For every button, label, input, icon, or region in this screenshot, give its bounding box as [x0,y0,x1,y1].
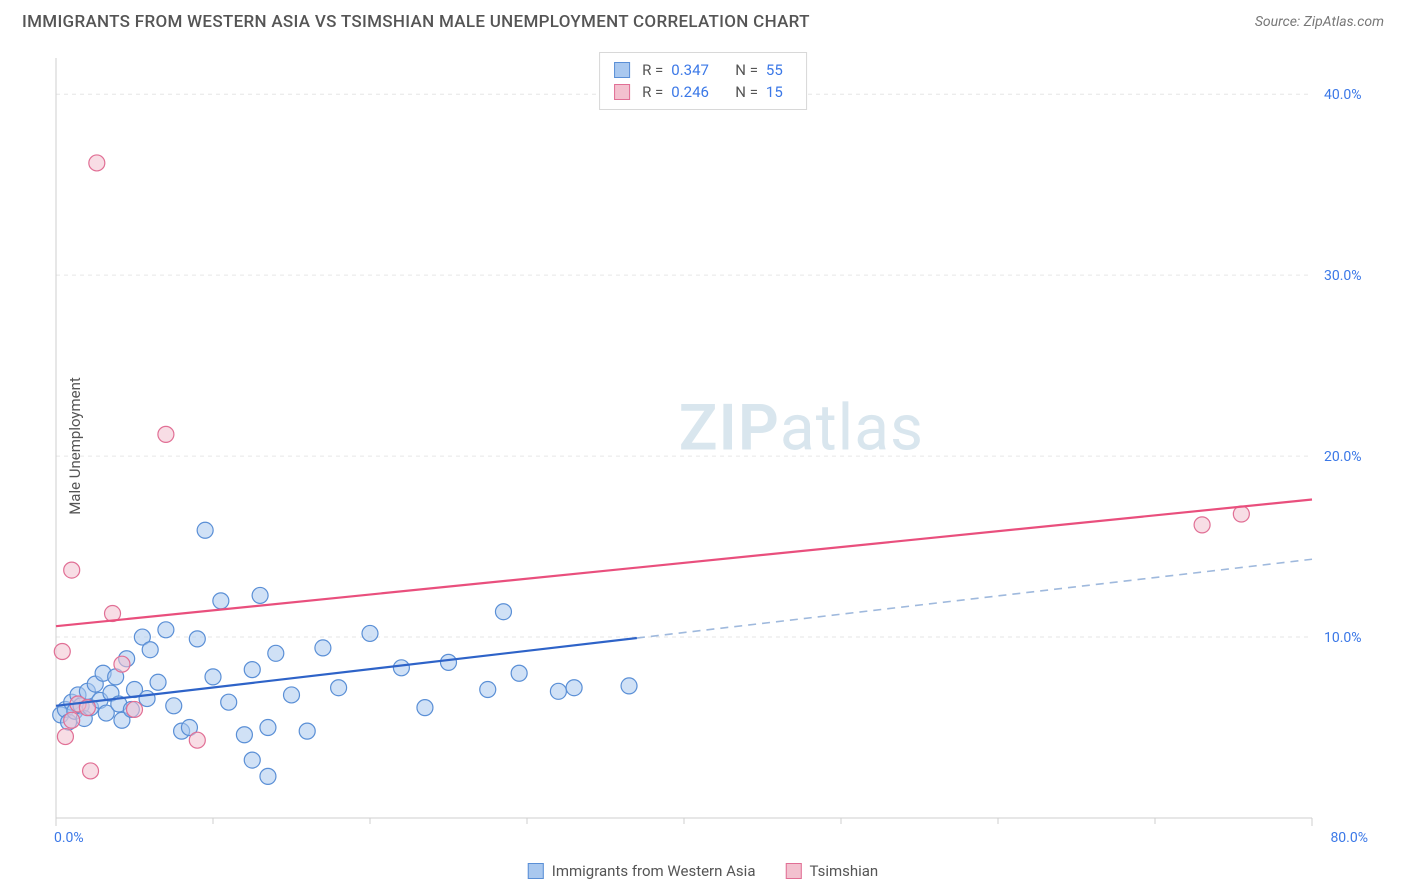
svg-text:30.0%: 30.0% [1324,268,1362,284]
r-label: R = [642,61,663,79]
svg-text:40.0%: 40.0% [1324,87,1362,103]
source-attribution: Source: ZipAtlas.com [1255,14,1384,30]
series-legend: Immigrants from Western Asia Tsimshian [528,862,878,880]
svg-text:10.0%: 10.0% [1324,630,1362,646]
n-value: 15 [766,83,792,101]
chart-area: 10.0% 20.0% 30.0% 40.0% 0.0% 80.0% [52,48,1382,852]
legend-item: Immigrants from Western Asia [528,862,756,880]
r-label: R = [642,83,663,101]
r-value: 0.246 [671,83,723,101]
chart-title: IMMIGRANTS FROM WESTERN ASIA VS TSIMSHIA… [22,12,810,32]
n-value: 55 [766,61,792,79]
stats-legend-row: R = 0.347 N = 55 [614,59,792,81]
legend-swatch [614,62,630,78]
svg-text:80.0%: 80.0% [1330,830,1368,846]
legend-swatch [785,863,801,879]
svg-text:0.0%: 0.0% [54,830,84,846]
source-name: ZipAtlas.com [1304,14,1384,30]
r-value: 0.347 [671,61,723,79]
stats-legend-row: R = 0.246 N = 15 [614,81,792,103]
chart-header: IMMIGRANTS FROM WESTERN ASIA VS TSIMSHIA… [0,0,1406,40]
stats-legend: R = 0.347 N = 55 R = 0.246 N = 15 [599,52,807,110]
scatter-plot: 10.0% 20.0% 30.0% 40.0% 0.0% 80.0% [52,48,1382,852]
legend-label: Tsimshian [809,862,878,880]
svg-text:20.0%: 20.0% [1324,449,1362,465]
legend-item: Tsimshian [785,862,878,880]
n-label: N = [735,61,758,79]
legend-swatch [528,863,544,879]
n-label: N = [735,83,758,101]
legend-label: Immigrants from Western Asia [552,862,756,880]
legend-swatch [614,84,630,100]
source-prefix: Source: [1255,14,1304,30]
